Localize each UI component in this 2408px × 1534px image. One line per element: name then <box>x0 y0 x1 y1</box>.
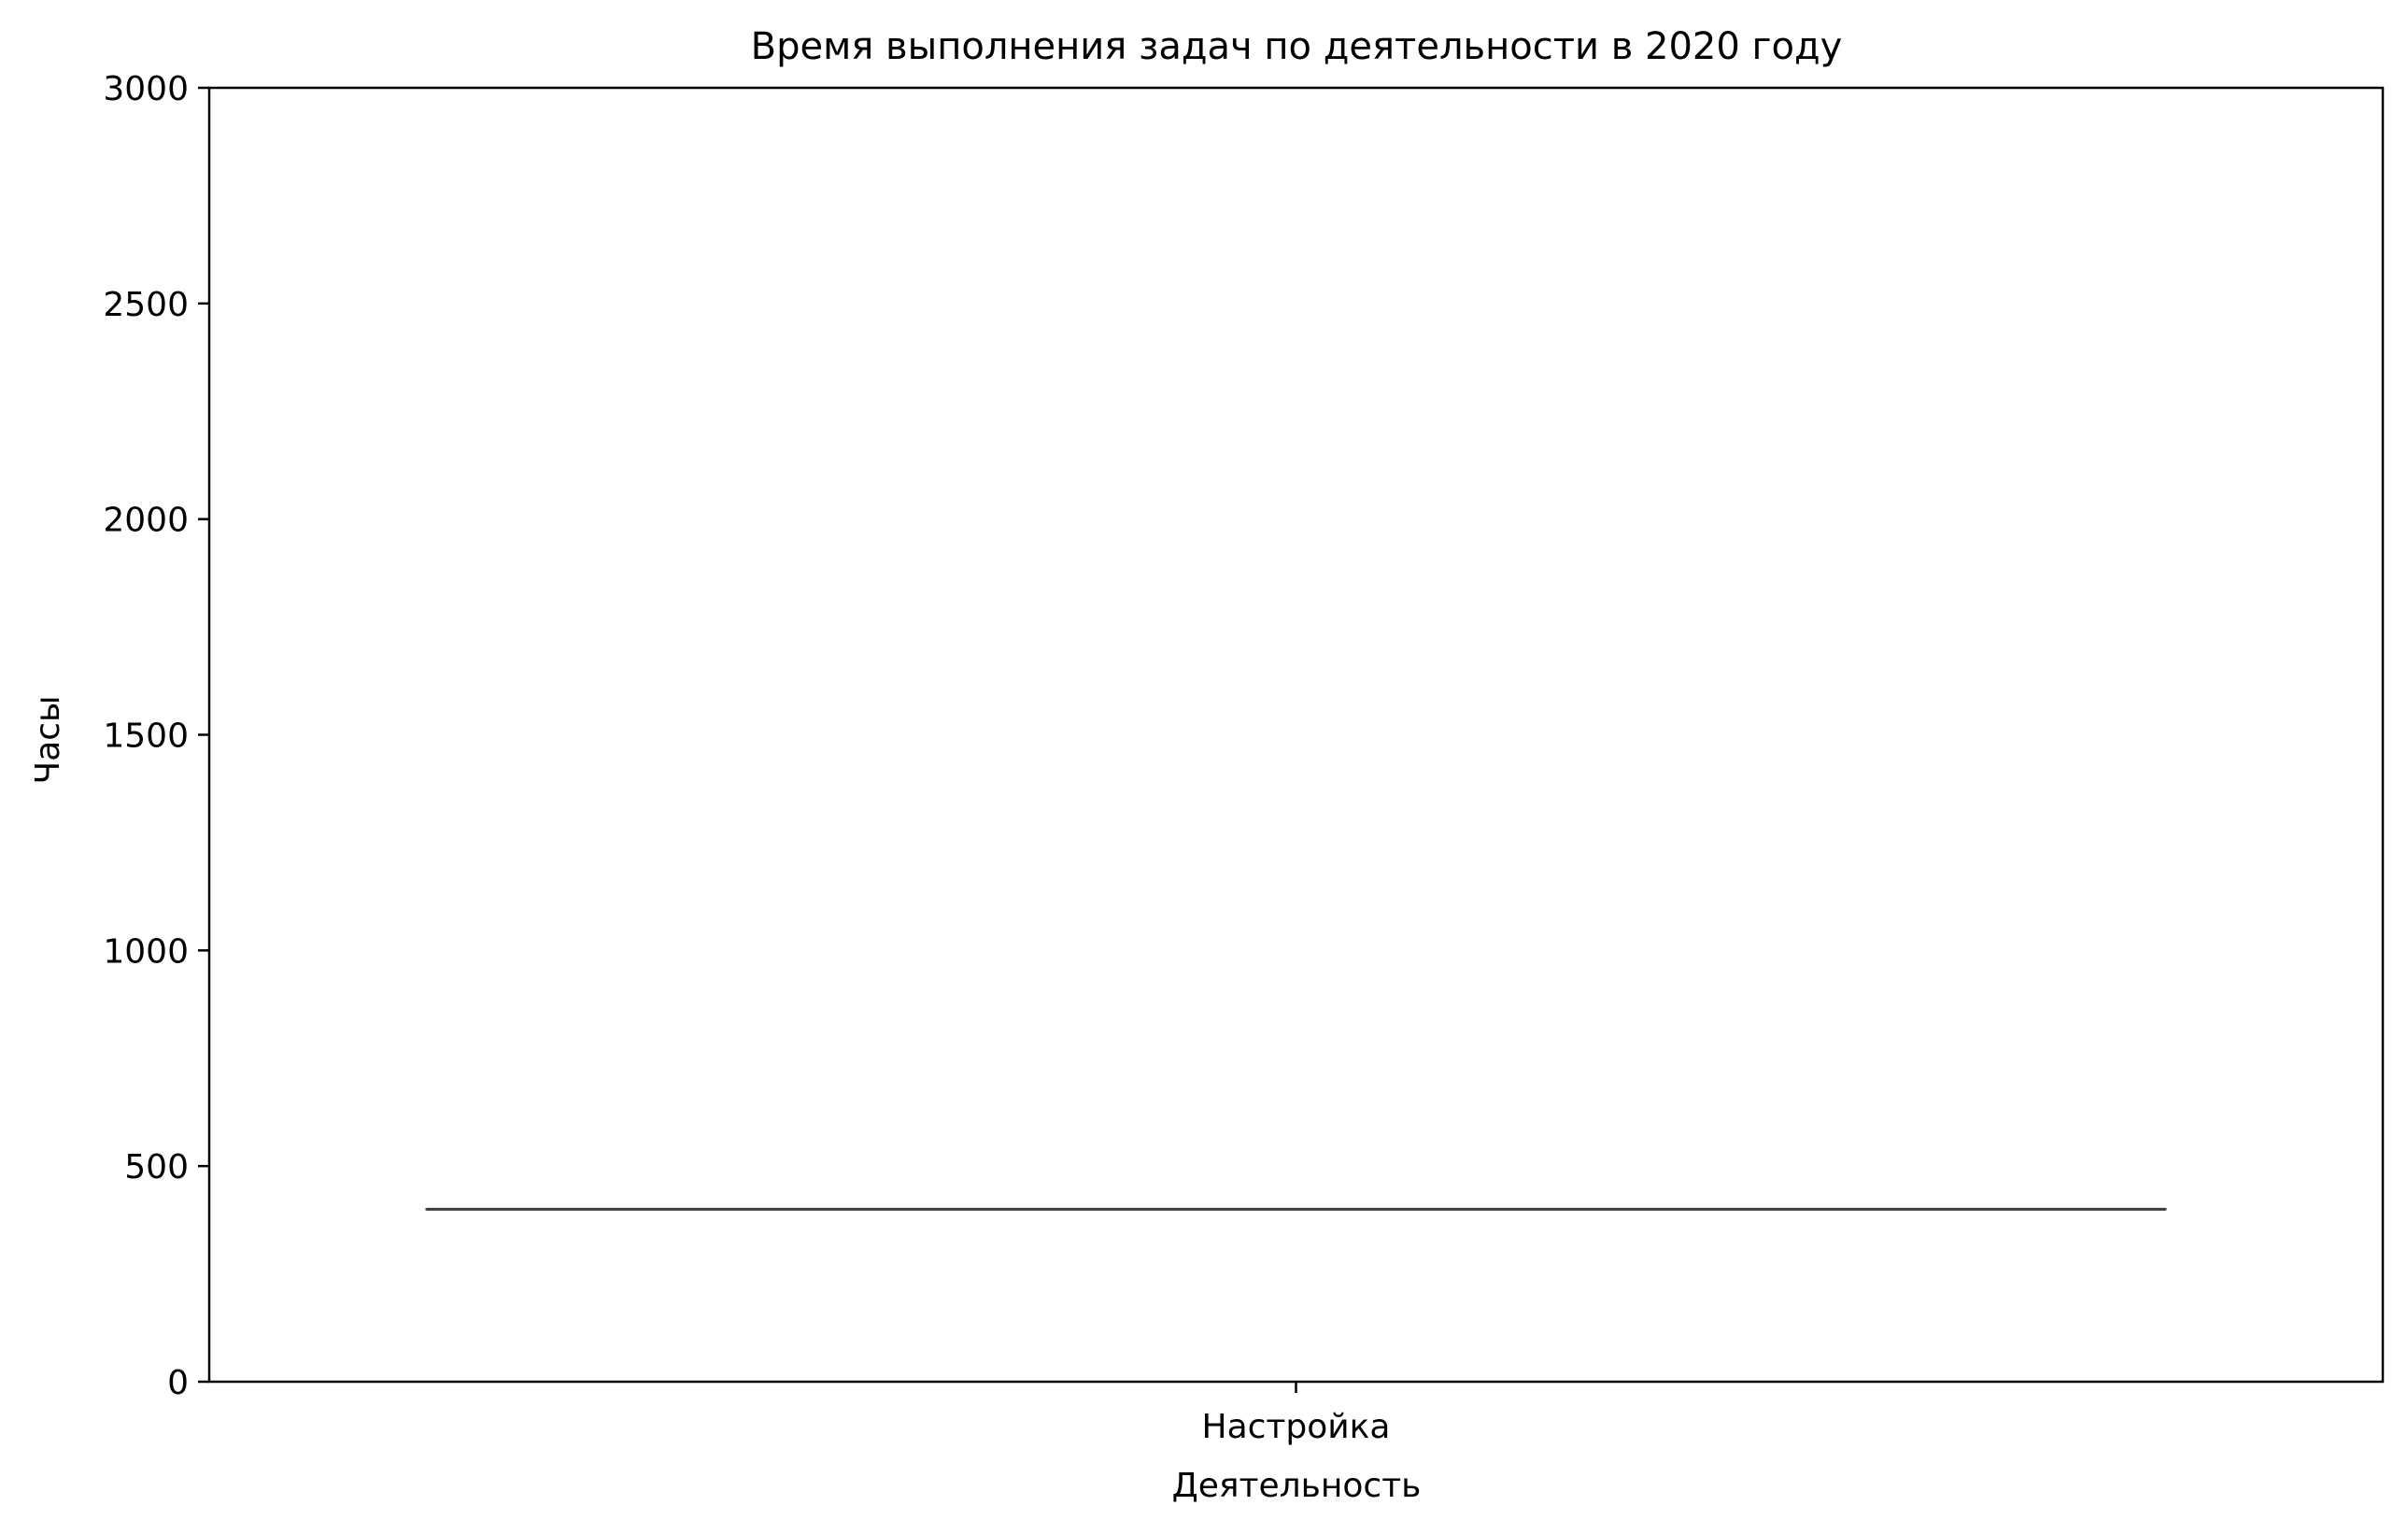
y-tick-label: 1500 <box>103 717 189 756</box>
y-tick-label: 3000 <box>103 70 189 108</box>
y-tick-label: 500 <box>124 1148 189 1186</box>
y-tick-label: 1000 <box>103 932 189 971</box>
x-axis-label: Деятельность <box>1172 1467 1422 1505</box>
x-tick-label: Настройка <box>1202 1408 1391 1446</box>
y-tick-label: 2500 <box>103 286 189 324</box>
y-tick-label: 2000 <box>103 502 189 540</box>
y-axis-label: Часы <box>29 696 67 785</box>
chart-title: Время выполнения задач по деятельности в… <box>751 25 1843 68</box>
y-tick-label: 0 <box>167 1364 189 1402</box>
